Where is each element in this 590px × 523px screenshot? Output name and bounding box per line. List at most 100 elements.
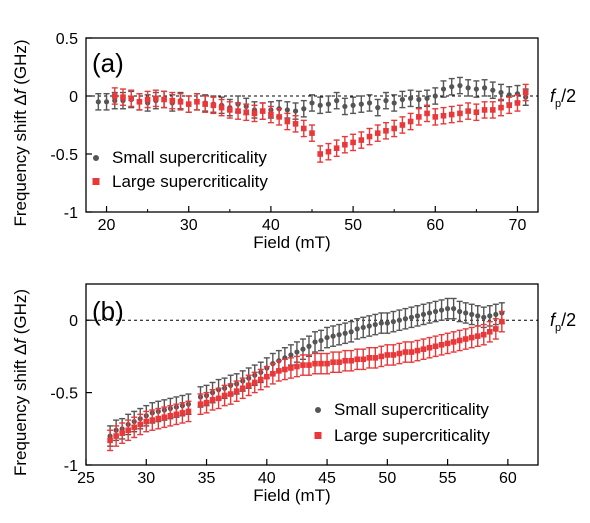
- point-marker: [312, 360, 318, 367]
- point-marker: [399, 96, 405, 103]
- data-point: [336, 351, 343, 374]
- point-marker: [317, 151, 324, 157]
- y-axis-label-var: f: [11, 337, 30, 344]
- data-point: [119, 88, 126, 106]
- data-point: [197, 393, 204, 416]
- point-marker: [245, 382, 252, 389]
- point-marker: [350, 139, 356, 146]
- data-point: [450, 331, 457, 353]
- point-marker: [221, 392, 228, 399]
- data-point: [382, 121, 389, 140]
- point-marker: [288, 365, 294, 371]
- x-tick-label: 45: [318, 470, 336, 487]
- point-marker: [169, 97, 176, 104]
- point-marker: [424, 95, 430, 101]
- point-marker: [202, 101, 208, 107]
- data-point: [444, 297, 451, 320]
- point-marker: [444, 340, 451, 347]
- data-point: [155, 407, 162, 430]
- point-marker: [301, 106, 307, 112]
- data-point: [292, 115, 299, 133]
- point-marker: [390, 352, 397, 358]
- data-point: [415, 108, 422, 126]
- data-point: [492, 318, 499, 340]
- point-marker: [416, 114, 422, 120]
- data-point: [378, 345, 385, 368]
- point-marker: [292, 121, 299, 127]
- point-marker: [306, 343, 312, 349]
- point-marker: [474, 333, 481, 339]
- data-point: [432, 335, 439, 358]
- data-point: [341, 135, 348, 154]
- data-point: [468, 303, 475, 326]
- y-axis-label-var: f: [11, 87, 30, 94]
- reference-label-rest: /2: [561, 86, 576, 106]
- point-marker: [284, 118, 291, 125]
- point-marker: [284, 107, 290, 113]
- point-marker: [276, 114, 282, 120]
- data-point: [209, 389, 216, 411]
- point-marker: [120, 94, 126, 100]
- data-point: [136, 92, 143, 111]
- data-point: [128, 89, 135, 108]
- point-marker: [268, 111, 274, 118]
- point-marker: [111, 93, 118, 99]
- data-point: [432, 87, 439, 105]
- data-point: [312, 331, 319, 353]
- data-point: [305, 354, 312, 376]
- point-marker: [185, 101, 192, 107]
- data-point: [456, 300, 463, 323]
- point-marker: [408, 349, 415, 355]
- point-marker: [465, 108, 471, 114]
- data-point: [293, 341, 300, 363]
- data-point: [372, 313, 379, 336]
- point-marker: [300, 362, 306, 368]
- data-point: [366, 315, 373, 337]
- point-marker: [113, 433, 119, 439]
- point-marker: [457, 308, 463, 315]
- legend-marker-small: [315, 407, 321, 413]
- point-marker: [366, 323, 372, 329]
- point-marker: [468, 334, 475, 341]
- data-point: [324, 326, 331, 349]
- data-point: [465, 79, 472, 97]
- data-point: [305, 335, 312, 358]
- x-axis-label: Field (mT): [253, 486, 330, 505]
- data-point: [152, 89, 159, 108]
- point-marker: [366, 355, 373, 361]
- data-point: [300, 119, 307, 138]
- data-point: [325, 95, 332, 113]
- data-point: [391, 119, 398, 138]
- point-marker: [451, 306, 457, 312]
- data-point: [456, 76, 463, 95]
- point-marker: [383, 98, 389, 104]
- point-marker: [312, 339, 318, 345]
- data-point: [408, 341, 415, 363]
- point-marker: [103, 99, 110, 105]
- data-point: [420, 303, 427, 326]
- legend-label-large: Large supercriticality: [112, 172, 268, 191]
- point-marker: [481, 107, 488, 113]
- reference-label-rest: /2: [561, 310, 576, 330]
- y-axis-label-delta: Δ: [11, 94, 30, 105]
- data-point: [131, 416, 138, 439]
- point-marker: [227, 391, 234, 397]
- y-tick-label: 0: [69, 313, 78, 330]
- data-point: [239, 377, 246, 400]
- data-point: [366, 127, 373, 146]
- y-axis-label-pre: Frequency shift: [11, 106, 30, 227]
- data-point: [267, 105, 274, 124]
- point-marker: [420, 346, 427, 352]
- data-point: [169, 91, 176, 110]
- data-point: [399, 90, 406, 109]
- data-point: [408, 306, 415, 329]
- point-marker: [424, 110, 430, 117]
- data-point: [489, 101, 496, 119]
- point-marker: [215, 395, 222, 402]
- point-marker: [300, 346, 306, 352]
- data-point: [221, 384, 228, 407]
- point-marker: [378, 320, 384, 326]
- point-marker: [408, 95, 414, 101]
- data-point: [415, 90, 422, 109]
